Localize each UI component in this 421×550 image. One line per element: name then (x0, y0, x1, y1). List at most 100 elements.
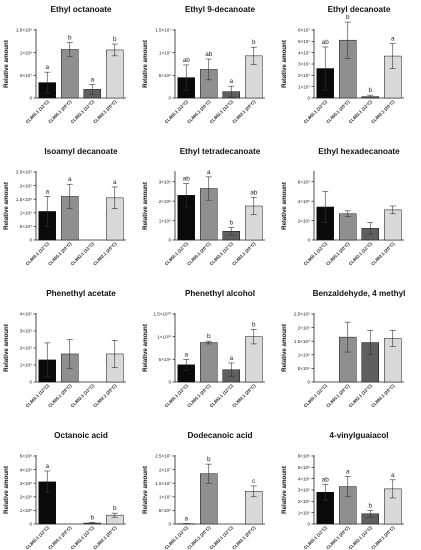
significance-letter: b (346, 14, 350, 21)
y-tick-label: 2.5×10⁵ (294, 312, 310, 317)
y-tick-label: 2×10⁷ (159, 467, 171, 472)
significance-letter: ab (183, 176, 191, 183)
x-tick-label: CL882.1 (20°C) (370, 241, 396, 267)
y-tick-label: 1×10⁷ (159, 495, 171, 500)
bar (339, 213, 357, 241)
y-axis-label: Relative amount (3, 182, 10, 230)
y-tick-label: 2×10⁵ (20, 183, 32, 188)
chart-panel: Phenethyl acetate Relative amount 0 1×10⁵ 2×… (3, 289, 126, 408)
significance-letter: a (68, 176, 72, 183)
significance-letter: a (45, 64, 49, 71)
chart-title: Phenethyl acetate (46, 289, 116, 298)
x-tick-label: CL882.1 (20°C) (231, 525, 257, 550)
chart-panel: Dodecanoic acid Relative amount 0 5×10⁶ 1×10… (142, 431, 265, 550)
significance-letter: ab (322, 39, 330, 46)
y-tick-label: 5×10⁶ (159, 73, 171, 78)
y-tick-label: 2×10⁵ (298, 325, 310, 330)
significance-letter: a (391, 472, 395, 479)
y-axis-label: Relative amount (142, 324, 149, 372)
x-tick-label: CL882.1 (20°C) (92, 383, 118, 409)
significance-letter: b (229, 219, 233, 226)
significance-letter: ab (205, 51, 213, 58)
y-tick-label: 6×10⁵ (298, 179, 310, 184)
y-tick-label: 2×10⁸ (20, 495, 32, 500)
chart-panel: Isoamyl decanoate Relative amount 0 5×10⁴ 1×… (3, 147, 126, 266)
y-axis-label: Relative amount (3, 40, 10, 88)
chart-panel: Ethyl decanoate Relative amount 0 1×10⁷ 2×10… (281, 5, 404, 124)
y-axis-label: Relative amount (142, 40, 149, 88)
y-tick-label: 1×10⁷ (298, 84, 310, 89)
y-tick-label: 2×10⁷ (298, 73, 310, 78)
chart-title: Isoamyl decanoate (44, 147, 118, 156)
y-tick-label: 2×10⁶ (298, 499, 310, 504)
y-tick-label: 1×10⁵ (20, 363, 32, 368)
y-tick-label: 6×10⁶ (298, 454, 310, 459)
y-axis-label: Relative amount (142, 466, 149, 514)
y-tick-label: 5×10⁴ (20, 224, 32, 229)
chart-title: Octanoic acid (54, 431, 108, 440)
chart-panel: Ethyl octanoate Relative amount 0 5×10⁷ 1×10… (3, 5, 126, 124)
y-tick-label: 6×10⁷ (298, 28, 310, 33)
bar (200, 342, 218, 383)
y-tick-label: 0 (29, 522, 32, 527)
y-tick-label: 1×10⁸ (20, 508, 32, 513)
chart-title: Phenethyl alcohol (185, 289, 255, 298)
chart-title: Ethyl octanoate (51, 5, 112, 14)
chart-title: 4-vinylguaiacol (329, 431, 388, 440)
chart-title: Ethyl tetradecanoate (180, 147, 261, 156)
y-tick-label: 4×10⁸ (20, 467, 32, 472)
y-tick-label: 2×10⁵ (298, 218, 310, 223)
significance-letter: a (184, 351, 188, 358)
chart-panel: 4-vinylguaiacol Relative amount 0 1×10⁶ 2×10… (281, 431, 404, 550)
significance-letter: a (346, 468, 350, 475)
y-tick-label: 5×10⁶ (159, 508, 171, 513)
chart-title: Ethyl decanoate (328, 5, 391, 14)
significance-letter: ab (322, 476, 330, 483)
significance-letter: a (45, 188, 49, 195)
y-tick-label: 0 (168, 238, 171, 243)
y-tick-label: 1×10⁵ (20, 211, 32, 216)
significance-letter: b (368, 502, 372, 509)
significance-letter: ab (250, 189, 258, 196)
significance-letter: b (113, 505, 117, 512)
x-tick-label: CL882.1 (20°C) (92, 241, 118, 267)
y-tick-label: 4×10⁷ (298, 50, 310, 55)
significance-letter: a (113, 179, 117, 186)
y-tick-label: 1.5×10¹⁰ (153, 312, 171, 317)
significance-letter: b (207, 456, 211, 463)
y-tick-label: 3×10⁷ (298, 62, 310, 67)
x-tick-label: CL882.1 (20°C) (231, 241, 257, 267)
chart-panel: Phenethyl alcohol Relative amount 0 5×10⁹ 1×… (142, 289, 265, 408)
significance-letter: a (184, 515, 188, 522)
significance-letter: a (391, 36, 395, 43)
y-tick-label: 3×10⁶ (159, 179, 171, 184)
y-tick-label: 1×10⁶ (298, 510, 310, 515)
significance-letter: c (252, 478, 256, 485)
y-tick-label: 1×10⁶ (159, 218, 171, 223)
chart-title: Ethyl hexadecanoate (318, 147, 400, 156)
significance-letter: b (252, 39, 256, 46)
y-tick-label: 0 (168, 522, 171, 527)
y-tick-label: 0 (29, 238, 32, 243)
y-tick-label: 2×10⁶ (159, 199, 171, 204)
y-tick-label: 0 (29, 96, 32, 101)
significance-letter: ab (183, 57, 191, 64)
y-tick-label: 1×10¹⁰ (157, 334, 171, 339)
y-tick-label: 4×10⁵ (298, 199, 310, 204)
chart-panel: Benzaldehyde, 4 methyl Relative amount 0 5×… (281, 289, 405, 408)
y-tick-label: 3×10⁵ (20, 329, 32, 334)
y-axis-label: Relative amount (281, 324, 288, 372)
y-tick-label: 0 (307, 522, 310, 527)
y-tick-label: 4×10⁶ (298, 476, 310, 481)
y-axis-label: Relative amount (281, 40, 288, 88)
x-tick-label: CL882.1 (20°C) (231, 99, 257, 125)
y-tick-label: 1.5×10⁷ (155, 481, 171, 486)
y-tick-label: 1×10⁷ (159, 50, 171, 55)
significance-letter: b (207, 333, 211, 340)
bar (61, 49, 79, 99)
y-tick-label: 1.5×10⁵ (16, 197, 32, 202)
y-tick-label: 5×10⁹ (159, 357, 171, 362)
significance-letter: b (252, 321, 256, 328)
y-tick-label: 1×10⁸ (20, 50, 32, 55)
